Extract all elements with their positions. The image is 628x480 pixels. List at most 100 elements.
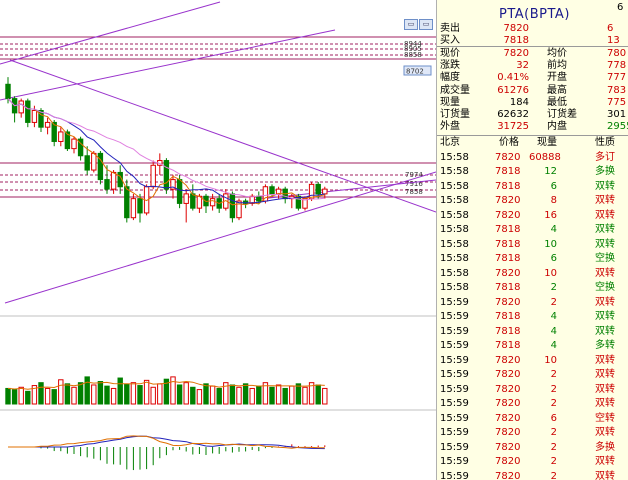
tick-vol: 10 [544, 267, 557, 279]
ma20-line [7, 98, 325, 201]
tick-row[interactable]: 15:58 7818 10 双转 [437, 238, 628, 253]
quote-value-2: 13 [607, 35, 620, 47]
tick-time: 15:59 [440, 441, 469, 453]
tick-vol: 4 [550, 224, 557, 235]
quote-value-2: 780 [607, 47, 627, 59]
volume-bar [124, 383, 130, 405]
volume-bar [269, 386, 275, 405]
quote-panel: PTA(BPTA) 6 卖出 7820 6 买入 7818 13 现价 7820 均价 780 涨跌… [436, 0, 628, 480]
quote-label-2: 最高 [547, 84, 567, 96]
volume-bar [104, 385, 110, 405]
candle-body [269, 186, 275, 195]
volume-bar [150, 386, 156, 405]
quote-value-2: 6 [607, 23, 614, 34]
tick-price: 7818 [495, 325, 521, 337]
quote-label-2: 前均 [547, 59, 567, 71]
volume-bar [322, 387, 328, 405]
tick-price: 7820 [495, 398, 521, 409]
tick-price: 7820 [495, 209, 521, 221]
tick-price: 7820 [495, 267, 521, 279]
volume-bar [262, 382, 269, 405]
tick-vol: 2 [550, 427, 557, 438]
quote-row: 卖出 7820 6 [437, 22, 628, 35]
volume-bar [302, 386, 308, 405]
tick-row[interactable]: 15:59 7818 4 双转 [437, 310, 628, 325]
tick-type: 双转 [595, 427, 615, 438]
tick-row[interactable]: 15:59 7820 10 双转 [437, 354, 628, 369]
price-level-label: 7916 [405, 180, 423, 188]
tick-vol: 8 [550, 195, 557, 206]
trend-line [0, 29, 336, 101]
instrument-title: PTA(BPTA) [499, 7, 570, 22]
tick-row[interactable]: 15:59 7820 2 双转 [437, 426, 628, 441]
tick-row[interactable]: 15:59 7820 2 双转 [437, 470, 628, 480]
tick-row[interactable]: 15:59 7818 4 双转 [437, 325, 628, 340]
volume-bar [229, 384, 236, 405]
tick-vol: 2 [550, 383, 557, 395]
tick-row[interactable]: 15:59 7820 2 双转 [437, 296, 628, 311]
tick-type: 双转 [595, 398, 615, 409]
quote-label: 卖出 [440, 23, 460, 34]
tick-row[interactable]: 15:58 7818 12 多换 [437, 165, 628, 180]
tick-row[interactable]: 15:58 7818 4 双转 [437, 223, 628, 238]
candle-body [249, 195, 255, 204]
tick-row[interactable]: 15:58 7818 6 空换 [437, 252, 628, 267]
quote-label: 外盘 [440, 121, 460, 133]
tick-row[interactable]: 15:59 7820 2 双转 [437, 455, 628, 470]
tick-time: 15:58 [440, 195, 469, 206]
tick-row[interactable]: 15:58 7820 16 双转 [437, 209, 628, 224]
price-marker-box [403, 65, 432, 76]
tick-type: 双转 [595, 369, 615, 380]
tick-row[interactable]: 15:59 7818 4 多转 [437, 339, 628, 354]
tick-row[interactable]: 15:59 7820 6 空转 [437, 412, 628, 427]
tick-row[interactable]: 15:59 7820 2 多换 [437, 441, 628, 456]
candle-body [64, 131, 71, 150]
tick-row[interactable]: 15:58 7818 6 双转 [437, 180, 628, 195]
tick-time: 15:59 [440, 369, 469, 380]
quote-label-2: 内盘 [547, 121, 567, 133]
candle-body [5, 83, 11, 100]
candle-body [58, 131, 64, 142]
tick-row[interactable]: 15:58 7820 10 双转 [437, 267, 628, 282]
price-level-label: 8858 [404, 51, 422, 59]
candle-body [84, 155, 90, 171]
zoom-out-button[interactable]: ▭ [404, 19, 418, 30]
candle-body [322, 188, 328, 195]
quote-label: 涨跌 [440, 59, 460, 71]
zoom-in-button[interactable]: ▭ [419, 19, 433, 30]
ticks-header-type: 性质 [595, 137, 615, 148]
quote-label: 幅度 [440, 72, 460, 84]
volume-bar [209, 385, 216, 405]
tick-time: 15:59 [440, 383, 469, 395]
candle-body [183, 193, 189, 204]
volume-bar [170, 376, 176, 405]
quote-value: 31725 [497, 121, 529, 133]
tick-type: 双转 [595, 224, 615, 235]
candle-body [190, 193, 196, 209]
price-level-label: 7858 [405, 188, 423, 196]
tick-type: 空换 [595, 253, 615, 264]
tick-price: 7818 [495, 238, 521, 250]
quote-value-2: 2955 [607, 121, 628, 133]
tick-time: 15:58 [440, 238, 469, 250]
candle-body [150, 164, 156, 188]
trend-line [4, 171, 436, 304]
quote-value: 62632 [497, 109, 529, 121]
quote-value-2: 777 [607, 72, 627, 84]
tick-time: 15:59 [440, 412, 469, 424]
volume-bar [51, 389, 57, 405]
tick-row[interactable]: 15:58 7820 60888 多订 [437, 151, 628, 166]
tick-row[interactable]: 15:59 7820 2 双转 [437, 383, 628, 398]
tick-row[interactable]: 15:58 7818 2 空换 [437, 281, 628, 296]
tick-row[interactable]: 15:59 7820 2 双转 [437, 397, 628, 412]
quote-value: 0.41% [497, 72, 529, 84]
tick-row[interactable]: 15:59 7820 2 双转 [437, 368, 628, 383]
tick-price: 7820 [495, 354, 521, 366]
tick-row[interactable]: 15:58 7820 8 双转 [437, 194, 628, 209]
candle-body [315, 183, 321, 195]
tick-price: 7820 [495, 296, 521, 308]
volume-bar [117, 377, 123, 405]
tick-type: 双转 [595, 296, 615, 308]
price-marker-label: 8702 [406, 68, 424, 76]
